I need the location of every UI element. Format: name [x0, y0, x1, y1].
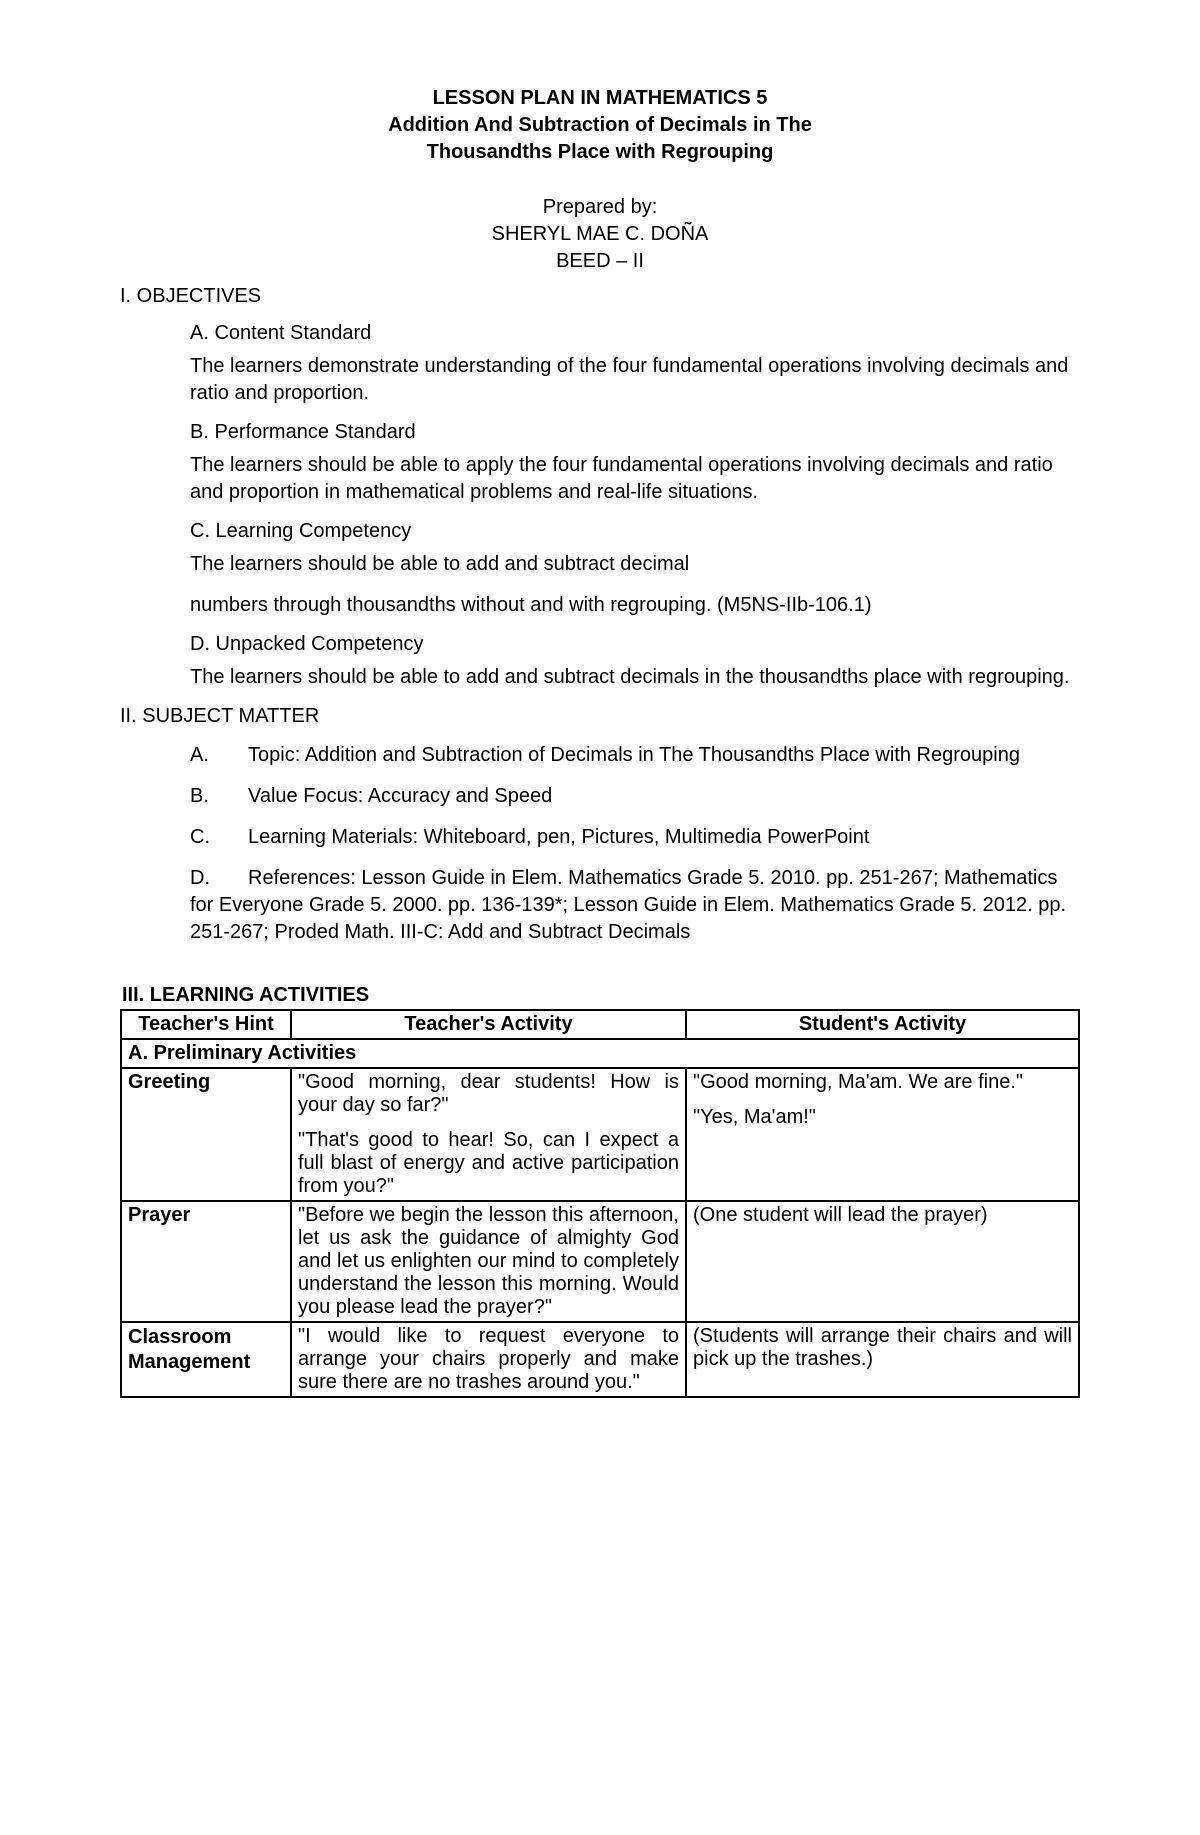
classroom-hint-1: Classroom [128, 1325, 284, 1350]
obj-a-head: A. Content Standard [190, 322, 1080, 345]
classroom-hint-2: Management [128, 1350, 284, 1375]
section-a-row: A. Preliminary Activities [121, 1039, 1079, 1068]
col-hint-label: Teacher's Hint [128, 1013, 284, 1036]
greeting-student-2: "Yes, Ma'am!" [693, 1106, 1072, 1129]
obj-c-head: C. Learning Competency [190, 520, 1080, 543]
subj-d-text: References: Lesson Guide in Elem. Mathem… [190, 867, 1066, 943]
prepared-by-label: Prepared by: [120, 194, 1080, 221]
obj-c-body1: The learners should be able to add and s… [190, 551, 1080, 578]
greeting-teacher: "Good morning, dear students! How is you… [291, 1068, 686, 1201]
title-line-2: Addition And Subtraction of Decimals in … [120, 112, 1080, 139]
subj-a-letter: A. [190, 742, 248, 769]
subj-b-letter: B. [190, 783, 248, 810]
classroom-student: (Students will arrange their chairs and … [686, 1322, 1079, 1397]
classroom-teacher: "I would like to request everyone to arr… [291, 1322, 686, 1397]
col-teacher-header: Teacher's Activity [291, 1010, 686, 1039]
col-hint-header: Teacher's Hint [121, 1010, 291, 1039]
objectives-body: A. Content Standard The learners demonst… [190, 322, 1080, 691]
subject-body: A.Topic: Addition and Subtraction of Dec… [190, 742, 1080, 946]
activities-table: Teacher's Hint Teacher's Activity Studen… [120, 1009, 1080, 1398]
title-line-3: Thousandths Place with Regrouping [120, 139, 1080, 166]
title-line-1: LESSON PLAN IN MATHEMATICS 5 [120, 85, 1080, 112]
subj-b: B.Value Focus: Accuracy and Speed [190, 783, 1080, 810]
row-prayer: Prayer "Before we begin the lesson this … [121, 1201, 1079, 1322]
greeting-hint: Greeting [121, 1068, 291, 1201]
greeting-student: "Good morning, Ma'am. We are fine." "Yes… [686, 1068, 1079, 1201]
row-classroom: Classroom Management "I would like to re… [121, 1322, 1079, 1397]
subj-a-text: Topic: Addition and Subtraction of Decim… [248, 744, 1020, 766]
subject-heading: II. SUBJECT MATTER [120, 705, 1080, 728]
subj-b-text: Value Focus: Accuracy and Speed [248, 785, 552, 807]
subj-c-letter: C. [190, 824, 248, 851]
table-header-row: Teacher's Hint Teacher's Activity Studen… [121, 1010, 1079, 1039]
greeting-teacher-2: "That's good to hear! So, can I expect a… [298, 1129, 679, 1198]
obj-a-body: The learners demonstrate understanding o… [190, 353, 1080, 407]
classroom-hint: Classroom Management [121, 1322, 291, 1397]
section-a-label: A. Preliminary Activities [121, 1039, 1079, 1068]
subj-d-letter: D. [190, 865, 248, 892]
title-block: LESSON PLAN IN MATHEMATICS 5 Addition An… [120, 85, 1080, 166]
obj-d-body: The learners should be able to add and s… [190, 664, 1080, 691]
col-student-header: Student's Activity [686, 1010, 1079, 1039]
obj-b-head: B. Performance Standard [190, 421, 1080, 444]
prayer-teacher: "Before we begin the lesson this afterno… [291, 1201, 686, 1322]
obj-d-head: D. Unpacked Competency [190, 633, 1080, 656]
obj-c-body2: numbers through thousandths without and … [190, 592, 1080, 619]
prepared-course: BEED – II [120, 248, 1080, 275]
prepared-name: SHERYL MAE C. DOÑA [120, 221, 1080, 248]
activities-heading: III. LEARNING ACTIVITIES [122, 984, 1080, 1007]
prepared-block: Prepared by: SHERYL MAE C. DOÑA BEED – I… [120, 194, 1080, 275]
prayer-student: (One student will lead the prayer) [686, 1201, 1079, 1322]
row-greeting: Greeting "Good morning, dear students! H… [121, 1068, 1079, 1201]
subj-c: C.Learning Materials: Whiteboard, pen, P… [190, 824, 1080, 851]
greeting-student-1: "Good morning, Ma'am. We are fine." [693, 1071, 1072, 1094]
obj-b-body: The learners should be able to apply the… [190, 452, 1080, 506]
subj-d: D.References: Lesson Guide in Elem. Math… [190, 865, 1080, 946]
prayer-hint: Prayer [121, 1201, 291, 1322]
subj-a: A.Topic: Addition and Subtraction of Dec… [190, 742, 1080, 769]
objectives-heading: I. OBJECTIVES [120, 285, 1080, 308]
subj-c-text: Learning Materials: Whiteboard, pen, Pic… [248, 826, 869, 848]
greeting-teacher-1: "Good morning, dear students! How is you… [298, 1071, 679, 1117]
document-page: LESSON PLAN IN MATHEMATICS 5 Addition An… [0, 0, 1200, 1835]
